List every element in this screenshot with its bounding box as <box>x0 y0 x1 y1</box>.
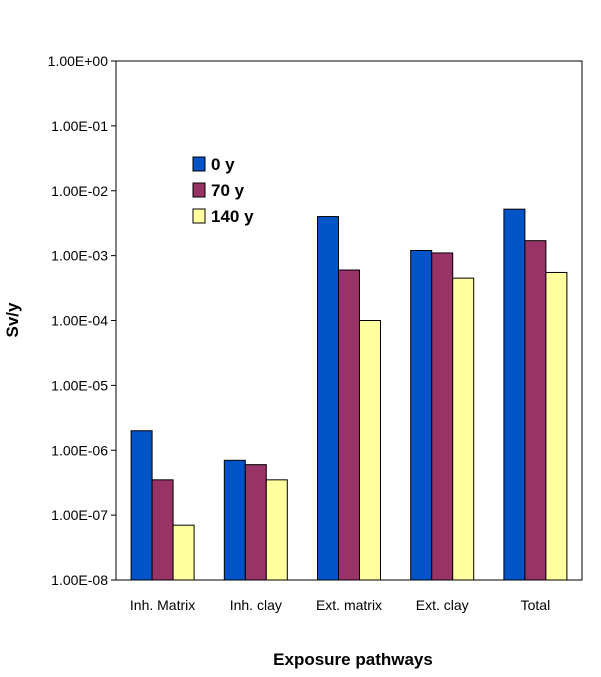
bar <box>317 216 339 581</box>
y-tick-label: 1.00E-04 <box>51 313 108 329</box>
y-tick-label: 1.00E+00 <box>48 53 109 69</box>
bar <box>244 464 267 581</box>
bars-group <box>130 208 568 581</box>
bar <box>359 320 381 581</box>
y-tick-label: 1.00E-02 <box>51 183 108 199</box>
x-axis-title: Exposure pathways <box>273 650 433 669</box>
legend: 0 y 70 y 140 y <box>192 155 254 226</box>
bar <box>452 277 475 581</box>
y-tick-label: 1.00E-03 <box>51 248 108 264</box>
legend-swatch <box>192 156 206 172</box>
y-tick-label: 1.00E-08 <box>51 572 108 588</box>
bar <box>503 208 526 581</box>
bar <box>223 459 246 581</box>
bar <box>431 252 454 581</box>
legend-label: 70 y <box>211 181 245 200</box>
legend-label: 0 y <box>211 155 235 174</box>
bar <box>172 524 195 581</box>
legend-swatch <box>192 208 206 224</box>
y-tick-label: 1.00E-06 <box>51 442 108 458</box>
x-labels-group: Inh. Matrix Inh. clay Ext. matrix Ext. clay… <box>130 597 550 613</box>
y-axis-title: Sv/y <box>3 302 22 338</box>
bar <box>410 249 433 581</box>
legend-swatch <box>192 182 206 198</box>
x-tick-label: Total <box>521 597 551 613</box>
y-tick-label: 1.00E-05 <box>51 377 108 393</box>
bar <box>151 479 174 581</box>
legend-label: 140 y <box>211 207 254 226</box>
y-ticks-group: 1.00E+00 1.00E-01 1.00E-02 1.00E-03 1.00E-04… <box>48 53 116 588</box>
x-tick-label: Ext. clay <box>416 597 469 613</box>
bar <box>545 271 568 581</box>
bar <box>130 430 153 581</box>
x-tick-label: Ext. matrix <box>316 597 382 613</box>
bar <box>524 240 547 581</box>
y-tick-label: 1.00E-01 <box>51 118 108 134</box>
x-tick-label: Inh. Matrix <box>130 597 195 613</box>
bar <box>265 479 288 581</box>
x-tick-label: Inh. clay <box>230 597 282 613</box>
bar <box>338 269 360 581</box>
y-tick-label: 1.00E-07 <box>51 507 108 523</box>
